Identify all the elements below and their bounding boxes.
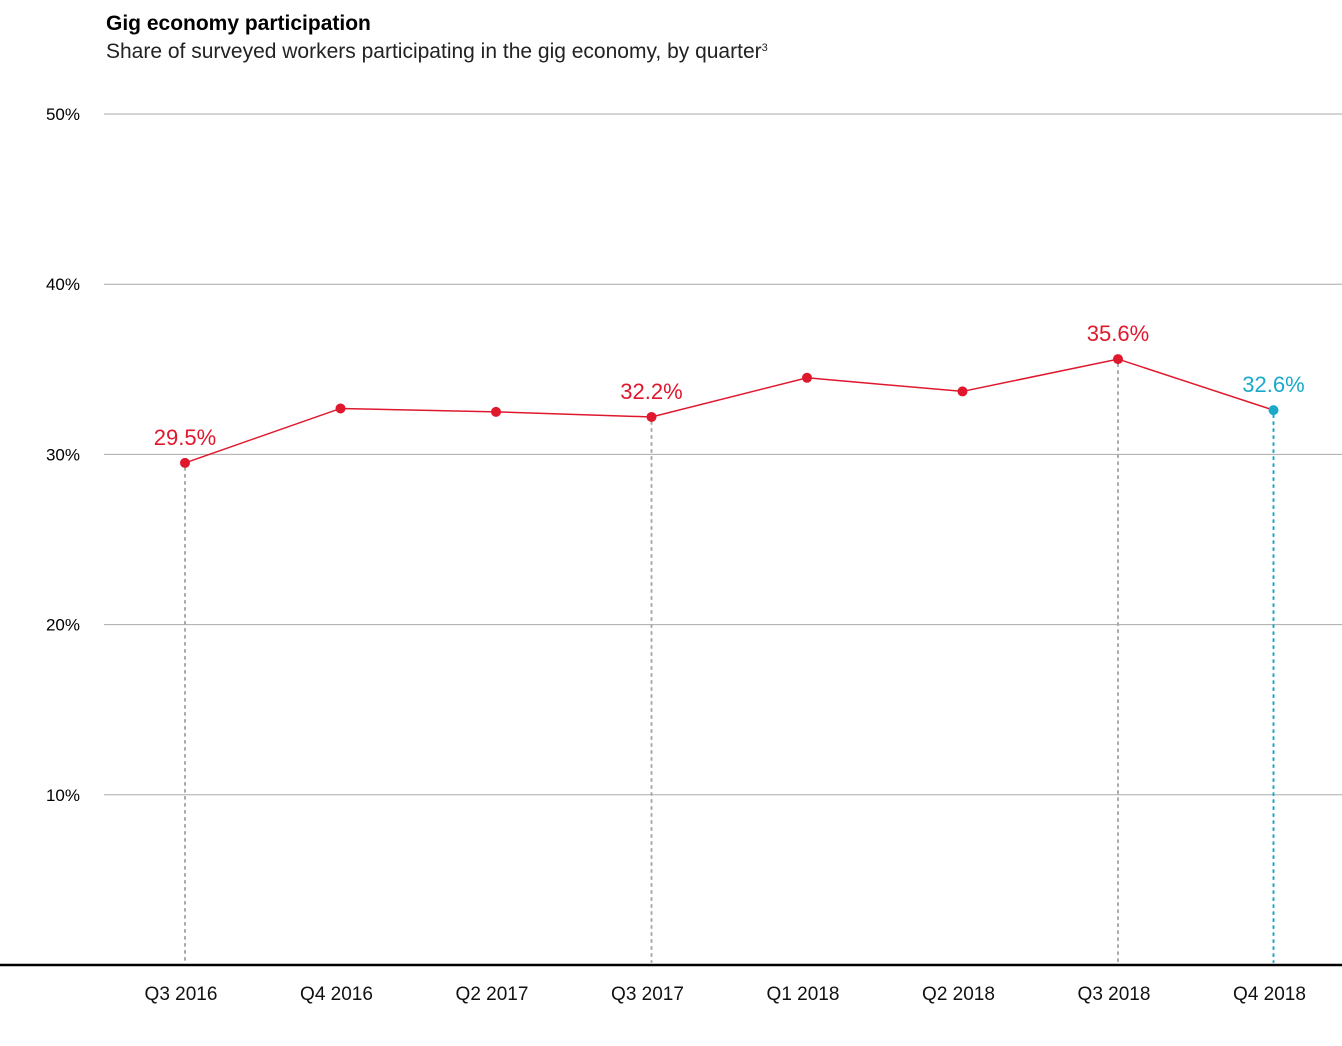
footnote-marker: 3 [761, 42, 768, 54]
y-tick-label: 40% [46, 275, 80, 294]
chart-title: Gig economy participation [106, 12, 371, 35]
data-point [1268, 405, 1279, 416]
data-point [491, 406, 501, 417]
x-tick-label: Q4 2018 [1233, 984, 1306, 1005]
x-tick-label: Q1 2018 [767, 984, 840, 1005]
x-tick-label: Q3 2016 [145, 984, 218, 1005]
data-point [1113, 354, 1123, 365]
series-line [184, 358, 1274, 464]
chart-subtitle-text: Share of surveyed workers participating … [106, 40, 762, 63]
y-tick-label: 10% [46, 786, 80, 805]
data-point [335, 403, 346, 414]
data-point [646, 411, 657, 422]
x-tick-label: Q4 2016 [300, 984, 373, 1005]
x-tick-label: Q3 2017 [611, 984, 684, 1005]
x-tick-label: Q3 2018 [1078, 984, 1151, 1005]
data-label: 35.6% [1087, 321, 1149, 346]
data-point [802, 372, 812, 383]
x-tick-label: Q2 2017 [456, 984, 529, 1005]
data-point [180, 457, 190, 468]
y-tick-label: 30% [46, 445, 80, 464]
data-label: 29.5% [154, 425, 216, 450]
data-label: 32.6% [1242, 372, 1304, 397]
data-point [957, 386, 968, 397]
data-label: 32.2% [620, 379, 682, 404]
chart-subtitle: Share of surveyed workers participating … [106, 40, 768, 64]
x-tick-label: Q2 2018 [922, 984, 995, 1005]
y-tick-label: 20% [46, 616, 80, 635]
y-tick-label: 50% [46, 105, 80, 124]
